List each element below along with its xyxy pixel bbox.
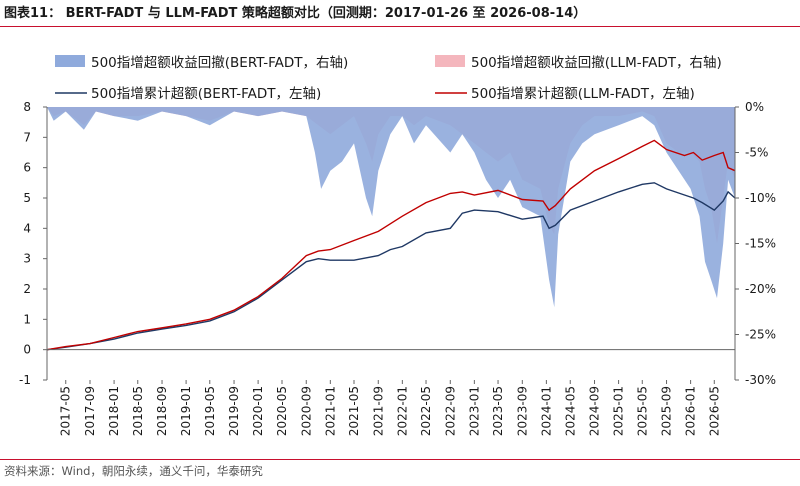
x-tick-label: 2020-01 bbox=[251, 386, 265, 436]
legend-bert-drawdown: 500指增超额收益回撤(BERT-FADT，右轴) bbox=[55, 55, 348, 71]
right-tick-label: -30% bbox=[745, 373, 776, 387]
source-divider bbox=[0, 459, 800, 460]
bert-drawdown-area bbox=[47, 107, 735, 308]
x-tick-label: 2018-09 bbox=[155, 386, 169, 436]
x-tick-label: 2023-01 bbox=[467, 386, 481, 436]
legend-bert-cumulative: 500指增累计超额(BERT-FADT，左轴) bbox=[55, 86, 321, 102]
legend-swatch bbox=[55, 55, 85, 67]
x-tick-label: 2024-09 bbox=[588, 386, 602, 436]
right-tick-label: -15% bbox=[745, 237, 776, 251]
x-tick-label: 2018-01 bbox=[107, 386, 121, 436]
x-tick-label: 2022-01 bbox=[395, 386, 409, 436]
right-tick-label: -25% bbox=[745, 328, 776, 342]
left-tick-label: 7 bbox=[23, 130, 31, 144]
legend: 500指增超额收益回撤(BERT-FADT，右轴) 500指增超额收益回撤(LLM… bbox=[55, 55, 722, 102]
x-tick-label: 2021-05 bbox=[347, 386, 361, 436]
left-tick-label: 0 bbox=[23, 343, 31, 357]
x-tick-label: 2022-05 bbox=[419, 386, 433, 436]
x-tick-label: 2023-09 bbox=[515, 386, 529, 436]
x-tick-label: 2019-05 bbox=[203, 386, 217, 436]
x-tick-label: 2026-01 bbox=[684, 386, 698, 436]
axes: -1 0 1 2 3 4 5 6 7 8 0% -5% -10% -15% -20% -25% -30% 2017… bbox=[19, 100, 776, 436]
source-note: 资料来源：Wind，朝阳永续，通义千问，华泰研究 bbox=[4, 464, 263, 478]
left-tick-label: 6 bbox=[23, 161, 31, 175]
figure-title: 图表11： BERT-FADT 与 LLM-FADT 策略超额对比（回测期：20… bbox=[4, 6, 587, 21]
x-tick-label: 2020-09 bbox=[299, 386, 313, 436]
right-tick-label: -10% bbox=[745, 191, 776, 205]
x-tick-label: 2017-05 bbox=[59, 386, 73, 436]
left-tick-label: 5 bbox=[23, 191, 31, 205]
left-tick-label: 3 bbox=[23, 252, 31, 266]
x-tick-label: 2025-09 bbox=[660, 386, 674, 436]
legend-label: 500指增超额收益回撤(LLM-FADT，右轴) bbox=[471, 55, 722, 71]
legend-label: 500指增超额收益回撤(BERT-FADT，右轴) bbox=[91, 55, 348, 71]
llm-cumulative-line bbox=[46, 139, 736, 351]
x-tick-label: 2022-09 bbox=[443, 386, 457, 436]
x-tick-label: 2019-09 bbox=[227, 386, 241, 436]
x-tick-label: 2020-05 bbox=[275, 386, 289, 436]
x-tick-label: 2026-05 bbox=[707, 386, 721, 436]
legend-llm-drawdown: 500指增超额收益回撤(LLM-FADT，右轴) bbox=[435, 55, 722, 71]
legend-label: 500指增累计超额(LLM-FADT，左轴) bbox=[471, 86, 695, 102]
plot-area bbox=[46, 107, 736, 351]
right-tick-label: 0% bbox=[745, 100, 764, 114]
x-tick-label: 2021-01 bbox=[323, 386, 337, 436]
x-tick-label: 2025-05 bbox=[635, 386, 649, 436]
x-tick-label: 2017-09 bbox=[83, 386, 97, 436]
x-tick-label: 2018-05 bbox=[131, 386, 145, 436]
title-divider bbox=[0, 26, 800, 27]
left-tick-label: 8 bbox=[23, 100, 31, 114]
left-tick-label: 2 bbox=[23, 282, 31, 296]
x-tick-label: 2025-01 bbox=[612, 386, 626, 436]
bert-cumulative-line bbox=[46, 182, 736, 351]
x-tick-label: 2023-05 bbox=[491, 386, 505, 436]
x-tick-label: 2024-01 bbox=[539, 386, 553, 436]
legend-llm-cumulative: 500指增累计超额(LLM-FADT，左轴) bbox=[435, 86, 695, 102]
left-tick-label: 4 bbox=[23, 221, 31, 235]
legend-swatch bbox=[435, 55, 465, 67]
left-tick-label: 1 bbox=[23, 312, 31, 326]
legend-label: 500指增累计超额(BERT-FADT，左轴) bbox=[91, 86, 321, 102]
x-tick-label: 2021-09 bbox=[371, 386, 385, 436]
left-tick-label: -1 bbox=[19, 373, 31, 387]
x-tick-label: 2019-01 bbox=[179, 386, 193, 436]
x-tick-label: 2024-05 bbox=[563, 386, 577, 436]
right-tick-label: -5% bbox=[745, 146, 768, 160]
right-tick-label: -20% bbox=[745, 282, 776, 296]
